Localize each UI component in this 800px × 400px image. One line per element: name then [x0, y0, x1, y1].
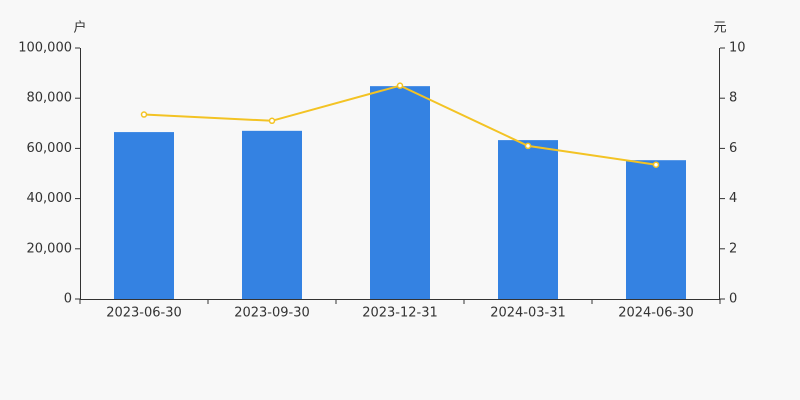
y-tick-label: 100,000 [18, 41, 72, 56]
y2-tick-label: 4 [729, 191, 737, 206]
y2-tick-label: 6 [729, 141, 737, 156]
x-tick-label: 2023-06-30 [106, 306, 182, 321]
y2-tick-label: 8 [729, 91, 737, 106]
bar [114, 132, 174, 299]
y2-tick-label: 2 [729, 241, 737, 256]
y2-axis-unit: 元 [713, 21, 726, 36]
x-tick-label: 2023-09-30 [234, 306, 310, 321]
bar [370, 86, 430, 299]
y-tick-label: 80,000 [27, 91, 73, 106]
point [268, 117, 276, 125]
x-tick-label: 2024-06-30 [618, 306, 694, 321]
point [524, 142, 532, 150]
x-tick-label: 2023-12-31 [362, 306, 438, 321]
y-tick-label: 0 [64, 292, 72, 307]
point [652, 161, 660, 168]
y2-tick-label: 0 [729, 292, 737, 307]
bar [242, 130, 302, 299]
y-axis-unit: 户 [73, 20, 86, 36]
y2-tick-label: 10 [729, 41, 746, 56]
x-tick-label: 2024-03-31 [490, 306, 566, 321]
y-tick-label: 20,000 [27, 241, 73, 256]
bar [498, 140, 558, 299]
bar [626, 160, 686, 299]
point [140, 111, 148, 118]
point [396, 82, 404, 89]
y-tick-label: 40,000 [27, 191, 73, 206]
y-tick-label: 60,000 [27, 141, 73, 156]
